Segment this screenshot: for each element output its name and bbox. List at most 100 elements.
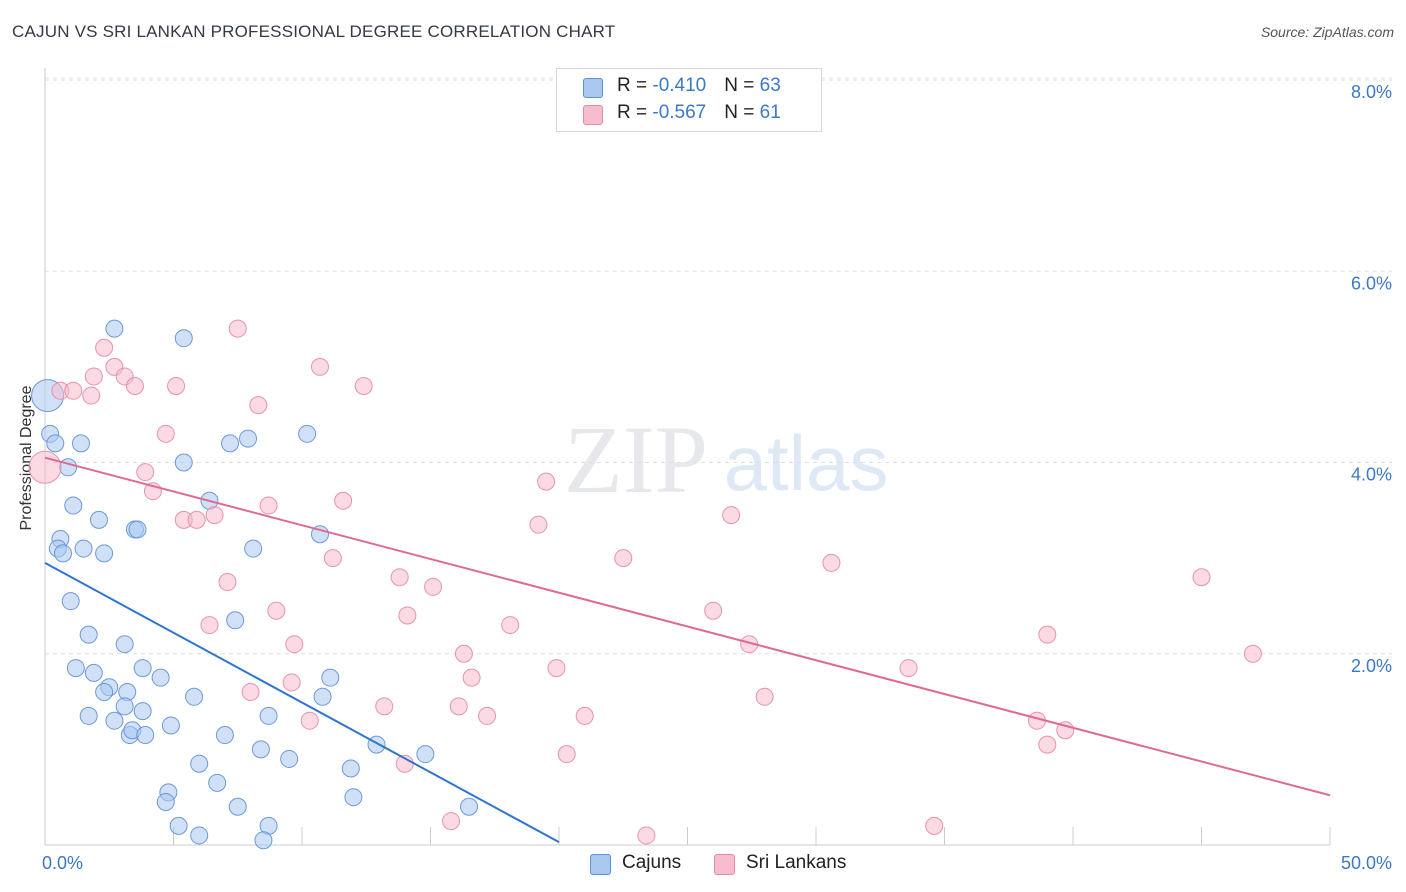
cajuns-point [115,697,134,716]
cajuns-point [151,668,170,687]
cajuns-point [95,544,114,563]
y-tick-label: 2.0% [1351,656,1392,676]
cajuns-point [185,687,204,706]
sri-lankans-point [259,496,278,515]
sri-lankans-point [398,606,417,625]
cajuns-point [64,496,83,515]
sri-lankans-point [156,424,175,443]
cajuns-point [344,788,363,807]
sri-lankans-point [375,697,394,716]
sri-lankans-point [449,697,468,716]
x-tick-label: 50.0% [1341,853,1392,873]
sri-lankans-point [557,745,576,764]
sri-lankans-point [334,491,353,510]
sri-lankans-point [424,577,443,596]
cajuns-swatch [583,78,603,98]
sri-lankans-point [501,616,520,635]
y-tick-label: 4.0% [1351,465,1392,485]
sri-lankans-point [537,472,556,491]
sri-lankans-point [547,659,566,678]
cajuns-point [115,635,134,654]
sri-lankans-point [84,367,103,386]
cajuns-point [133,659,152,678]
sri-lankans-point [478,706,497,725]
cajuns-stats-text: R = -0.410 N = 63 [617,75,781,96]
cajuns-point [71,434,90,453]
cajuns-point [313,687,332,706]
cajuns-point [174,453,193,472]
cajuns-n-value: 63 [759,75,781,96]
sri-lankans-point [822,553,841,572]
sri-lankans-point [1243,644,1262,663]
cajuns-point [226,611,245,630]
cajuns-point [341,759,360,778]
y-tick-label: 6.0% [1351,273,1392,293]
sri-lankans-point [300,711,319,730]
sri-lankans-r-value: -0.567 [652,102,707,123]
sri-lankans-point [529,515,548,534]
cajuns-point [61,592,80,611]
sri-lankans-stats-text: R = -0.567 N = 61 [617,102,781,123]
sri-lankans-point [390,568,409,587]
sri-lankans-point [704,601,723,620]
sri-lankans-point [267,601,286,620]
cajuns-point [136,726,155,745]
cajuns-point [53,544,72,563]
cajuns-point [74,539,93,558]
cajuns-point [239,429,258,448]
sri-lankans-point [64,381,83,400]
cajuns-point [460,797,479,816]
cajuns-point [89,510,108,529]
x-tick-label: 0.0% [42,853,83,873]
sri-lankans-point [755,687,774,706]
cajuns-point [95,683,114,701]
cajuns-point [79,706,98,725]
cajuns-point [280,749,299,768]
chart-title: CAJUN VS SRI LANKAN PROFESSIONAL DEGREE … [12,22,616,41]
legend-cajuns-swatch [590,854,611,875]
sri-lankans-point [722,506,741,525]
cajuns-trend-line [44,562,560,844]
sri-lankans-point [454,644,473,663]
cajuns-point [79,625,98,644]
sri-lankans-point [125,377,144,395]
sri-lankans-swatch [583,105,603,125]
cajuns-point [156,792,175,811]
cajuns-r-value: -0.410 [652,75,707,96]
cajuns-point [259,706,278,725]
cajuns-point [298,424,317,443]
sri-lankans-point [285,635,304,654]
cajuns-point [133,702,152,721]
cajuns-point [190,754,209,773]
sri-lankans-point [1038,735,1057,754]
cajuns-point [321,668,340,687]
cajuns-point [46,434,65,453]
sri-lankans-point [282,673,301,692]
cajuns-point [169,816,188,835]
sri-lankans-point [187,510,206,529]
cajuns-point [84,663,103,682]
sri-lankans-point [136,463,155,482]
sri-lankans-point [241,683,260,701]
legend-cajuns-label: Cajuns [622,852,682,873]
sri-lankans-point [28,450,62,484]
cajuns-point [251,740,270,759]
cajuns-point [215,726,234,745]
sri-lankans-point [462,668,481,687]
source-credit: Source: ZipAtlas.com [1260,24,1394,40]
sri-lankans-point [614,549,633,568]
sri-lankans-point [354,377,373,395]
watermark-zip: ZIP [564,406,708,513]
sri-lankans-point [442,812,461,831]
sri-lankans-point [1192,568,1211,587]
cajuns-point [128,520,147,539]
sri-lankans-point [249,396,268,415]
legend-sri-lankans-label: Sri Lankans [746,852,847,873]
cajuns-point [208,773,227,792]
cajuns-point [416,745,435,764]
sri-lankans-point [323,549,342,568]
cajuns-point [221,434,240,453]
cajuns-point [244,539,263,558]
cajuns-point [228,797,247,816]
